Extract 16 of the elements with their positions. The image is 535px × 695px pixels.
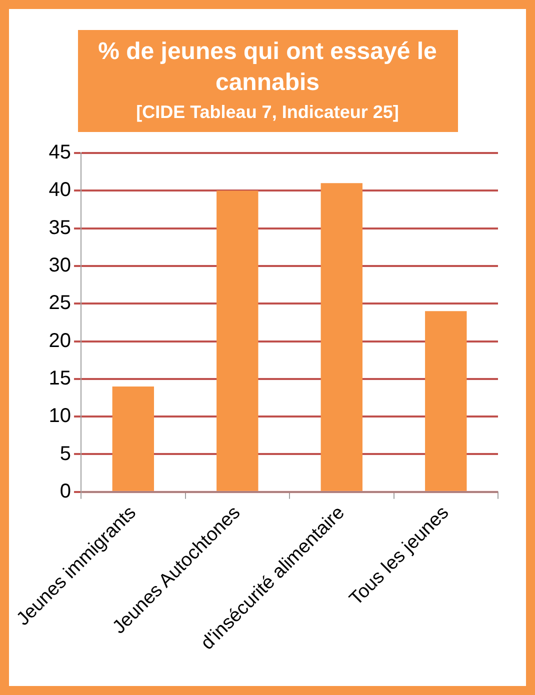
y-tick-label: 45 bbox=[48, 142, 72, 164]
y-tick-label: 0 bbox=[60, 480, 72, 502]
y-tick-label: 20 bbox=[48, 330, 72, 352]
y-tick-label: 15 bbox=[48, 367, 72, 390]
bar bbox=[425, 311, 467, 491]
bar bbox=[216, 190, 258, 491]
bar bbox=[320, 183, 362, 491]
y-tick-label: 30 bbox=[48, 254, 72, 276]
y-tick-label: 35 bbox=[48, 216, 72, 239]
y-tick-label: 25 bbox=[48, 292, 72, 314]
y-tick-label: 10 bbox=[48, 405, 72, 428]
chart-subtitle: [CIDE Tableau 7, Indicateur 25] bbox=[135, 101, 400, 124]
chart-title: % de jeunes qui ont essayé le cannabis bbox=[97, 37, 438, 98]
y-tick-label: 5 bbox=[60, 442, 72, 465]
y-tick-label: 40 bbox=[48, 179, 72, 202]
bar bbox=[112, 386, 154, 491]
